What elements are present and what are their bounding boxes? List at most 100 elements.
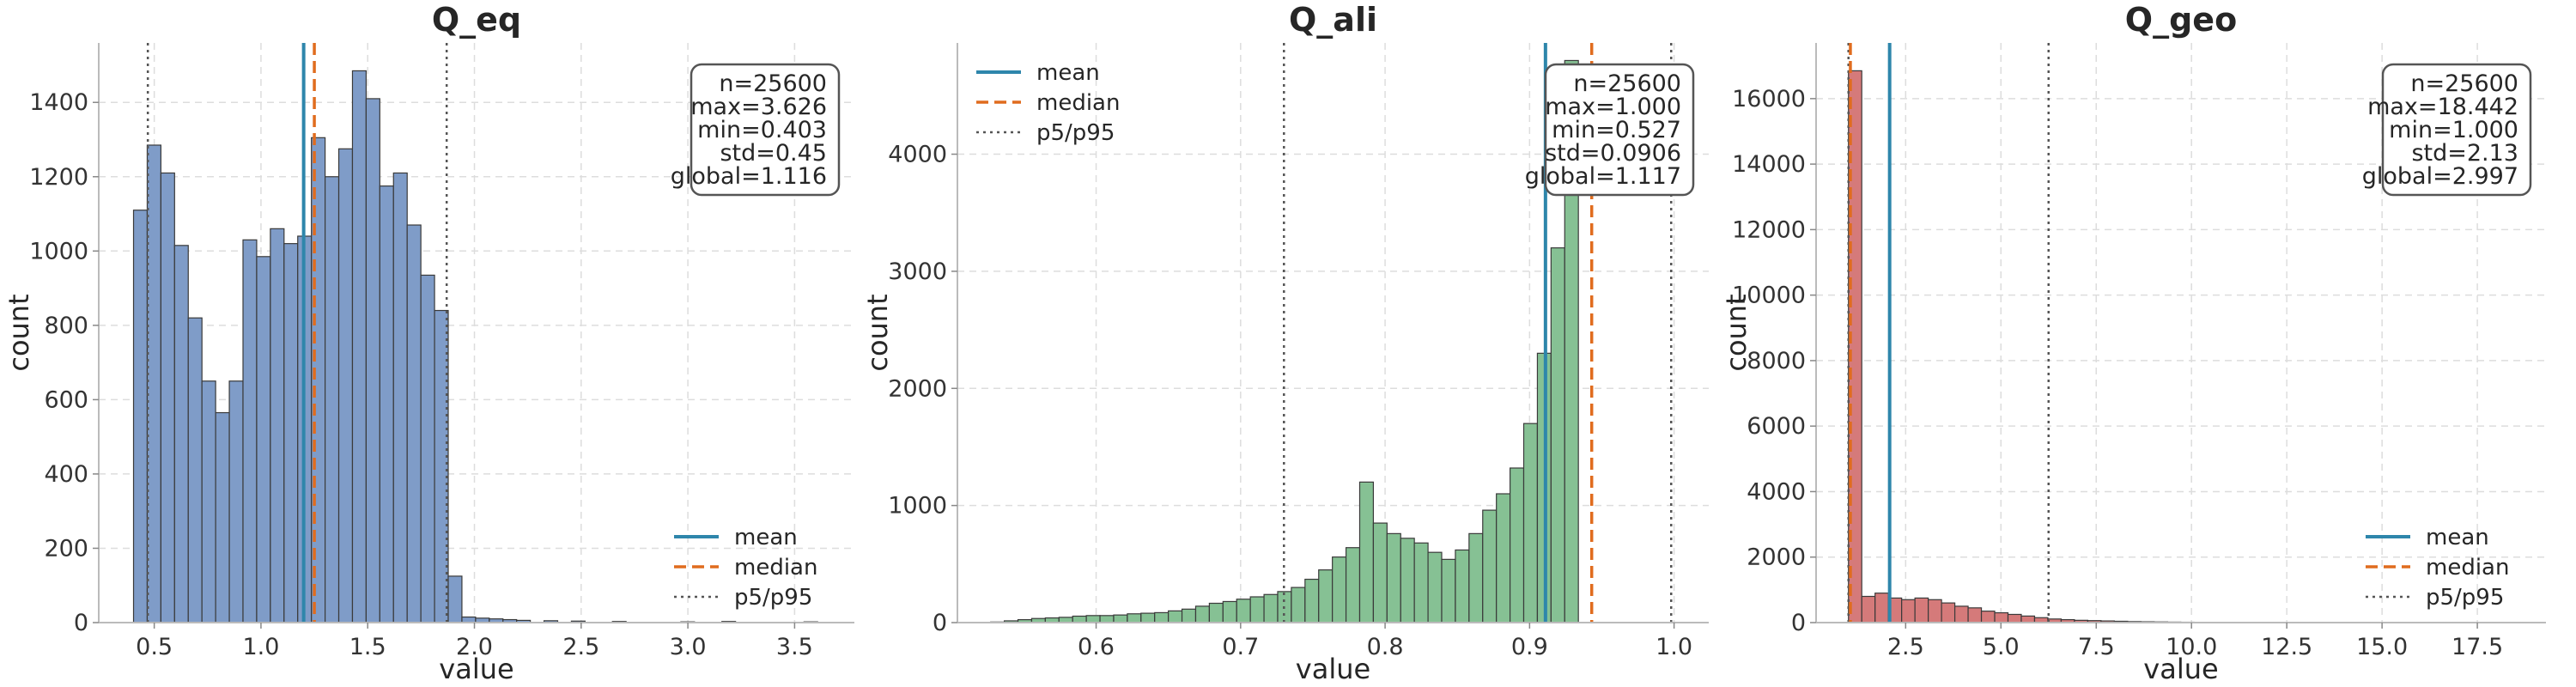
histogram-bar — [1236, 599, 1251, 623]
histogram-bar — [1194, 605, 1210, 623]
histogram-bar — [228, 380, 244, 623]
legend-label: mean — [2426, 525, 2489, 550]
y-tick-label: 200 — [44, 535, 88, 562]
histogram-bar — [1372, 522, 1388, 623]
chart-title: Q_geo — [2125, 1, 2237, 39]
histogram-bar — [325, 176, 340, 623]
x-tick-label: 0.8 — [1367, 634, 1404, 660]
histogram-bar — [283, 243, 299, 623]
x-tick-label: 1.5 — [349, 634, 386, 660]
histogram-bar — [1861, 595, 1876, 623]
y-tick-label: 4000 — [1747, 478, 1806, 505]
stats-line: min=0.527 — [1552, 117, 1681, 143]
x-tick-label: 0.9 — [1511, 634, 1548, 660]
histogram-bar — [1222, 600, 1237, 623]
histogram-bar — [1522, 423, 1539, 623]
stats-line: max=18.442 — [2367, 94, 2518, 120]
stats-line: n=25600 — [1573, 70, 1681, 97]
x-tick-label: 2.5 — [1887, 634, 1924, 660]
histogram-bar — [1874, 593, 1889, 623]
histogram-bar — [1455, 549, 1470, 623]
stats-box: n=25600max=18.442min=1.000std=2.13global… — [2362, 63, 2532, 197]
x-tick-label: 1.0 — [242, 634, 279, 660]
histogram-bar — [187, 317, 203, 623]
histogram-bar — [146, 144, 161, 623]
x-tick-label: 7.5 — [2078, 634, 2115, 660]
stats-line: global=2.997 — [2362, 163, 2518, 190]
y-tick-label: 400 — [44, 461, 88, 488]
histogram-bar — [1994, 611, 2009, 623]
y-tick-label: 16000 — [1732, 86, 1806, 112]
histogram-bar — [1482, 509, 1498, 623]
histogram-bar — [392, 172, 408, 623]
x-tick-label: 2.0 — [456, 634, 493, 660]
stats-box: n=25600max=1.000min=0.527std=0.0906globa… — [1525, 63, 1695, 197]
x-axis-label: value — [439, 653, 513, 685]
chart-title: Q_eq — [432, 1, 521, 39]
histogram-bar — [1400, 538, 1415, 623]
histogram-bar — [1099, 615, 1115, 623]
histogram-bar — [379, 185, 394, 623]
y-tick-label: 14000 — [1732, 151, 1806, 178]
histogram-bar — [1263, 593, 1279, 623]
legend: mean median p5/p95 — [674, 525, 817, 611]
y-tick-label: 10000 — [1732, 283, 1806, 309]
histogram-bar — [1928, 599, 1942, 623]
chart-title: Q_ali — [1289, 1, 1377, 39]
legend-label: median — [2426, 555, 2509, 581]
histogram-bar — [365, 98, 380, 623]
y-tick-label: 0 — [933, 610, 947, 636]
histogram-bar — [1168, 610, 1183, 623]
histogram-bar — [215, 411, 230, 623]
y-tick-label: 3000 — [888, 258, 947, 285]
legend-label: p5/p95 — [1036, 120, 1115, 146]
stats-line: std=0.0906 — [1545, 140, 1681, 167]
x-tick-label: 17.5 — [2451, 634, 2503, 660]
histogram-bar — [1127, 613, 1142, 623]
histogram-bar — [1941, 602, 1956, 623]
x-tick-label: 12.5 — [2261, 634, 2312, 660]
y-tick-label: 12000 — [1732, 216, 1806, 243]
histogram-bar — [1332, 556, 1347, 623]
histogram-bar — [160, 172, 175, 623]
legend: mean median p5/p95 — [976, 60, 1120, 146]
x-axis-label: value — [2143, 653, 2218, 685]
histogram-bar — [1980, 611, 1996, 623]
stats-line: std=2.13 — [2411, 140, 2518, 167]
y-tick-label: 1000 — [29, 238, 88, 264]
x-tick-label: 3.5 — [776, 634, 813, 660]
legend-label: mean — [1036, 60, 1100, 86]
stats-line: global=1.117 — [1525, 163, 1681, 190]
legend-label: median — [734, 555, 817, 581]
stats-line: max=3.626 — [690, 94, 827, 120]
y-axis-label: count — [1720, 294, 1753, 371]
histogram-bar — [1468, 532, 1484, 623]
panel-q-ali: 0.6 0.7 0.8 0.9 1.0 0 1000 2000 3000 4000 Q_alival… — [861, 1, 1709, 685]
histogram-bar — [1427, 551, 1443, 623]
histogram-bar — [270, 228, 285, 623]
stats-line: min=0.403 — [697, 117, 827, 143]
histogram-bar — [256, 256, 271, 623]
histogram-bar — [1496, 493, 1511, 623]
panel-q-eq: 0.5 1.0 1.5 2.0 2.5 3.0 3.5 0 200 400 600 800 1000 12… — [3, 1, 854, 685]
histogram-bar — [132, 210, 149, 623]
histogram-bar — [1291, 587, 1306, 623]
histogram-bar — [2020, 615, 2036, 623]
histogram-bar — [1413, 542, 1429, 623]
x-tick-label: 0.6 — [1078, 634, 1115, 660]
y-tick-label: 2000 — [1747, 544, 1806, 571]
stats-box-frame — [690, 63, 841, 197]
y-axis-label: count — [3, 294, 35, 371]
x-tick-label: 10.0 — [2166, 634, 2217, 660]
legend-label: mean — [734, 525, 798, 550]
histogram-bar — [406, 224, 422, 623]
stats-line: min=1.000 — [2389, 117, 2518, 143]
legend-label: p5/p95 — [734, 585, 812, 611]
histogram-bars — [132, 70, 818, 623]
histogram-bar — [173, 245, 189, 623]
histogram-bar — [1967, 607, 1983, 623]
legend-label: p5/p95 — [2426, 585, 2504, 611]
histogram-bar — [1140, 612, 1156, 623]
y-tick-label: 6000 — [1747, 413, 1806, 440]
